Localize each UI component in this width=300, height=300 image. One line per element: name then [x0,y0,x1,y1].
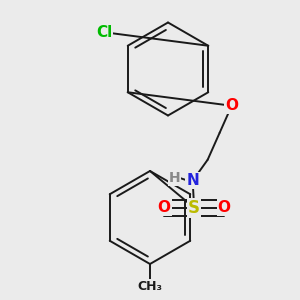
Text: O: O [218,200,231,215]
Text: N: N [186,173,199,188]
Text: CH₃: CH₃ [137,280,163,293]
Text: Cl: Cl [96,25,112,40]
Text: S: S [188,199,200,217]
Text: O: O [158,200,171,215]
Text: H: H [169,171,181,185]
Text: O: O [225,98,238,113]
